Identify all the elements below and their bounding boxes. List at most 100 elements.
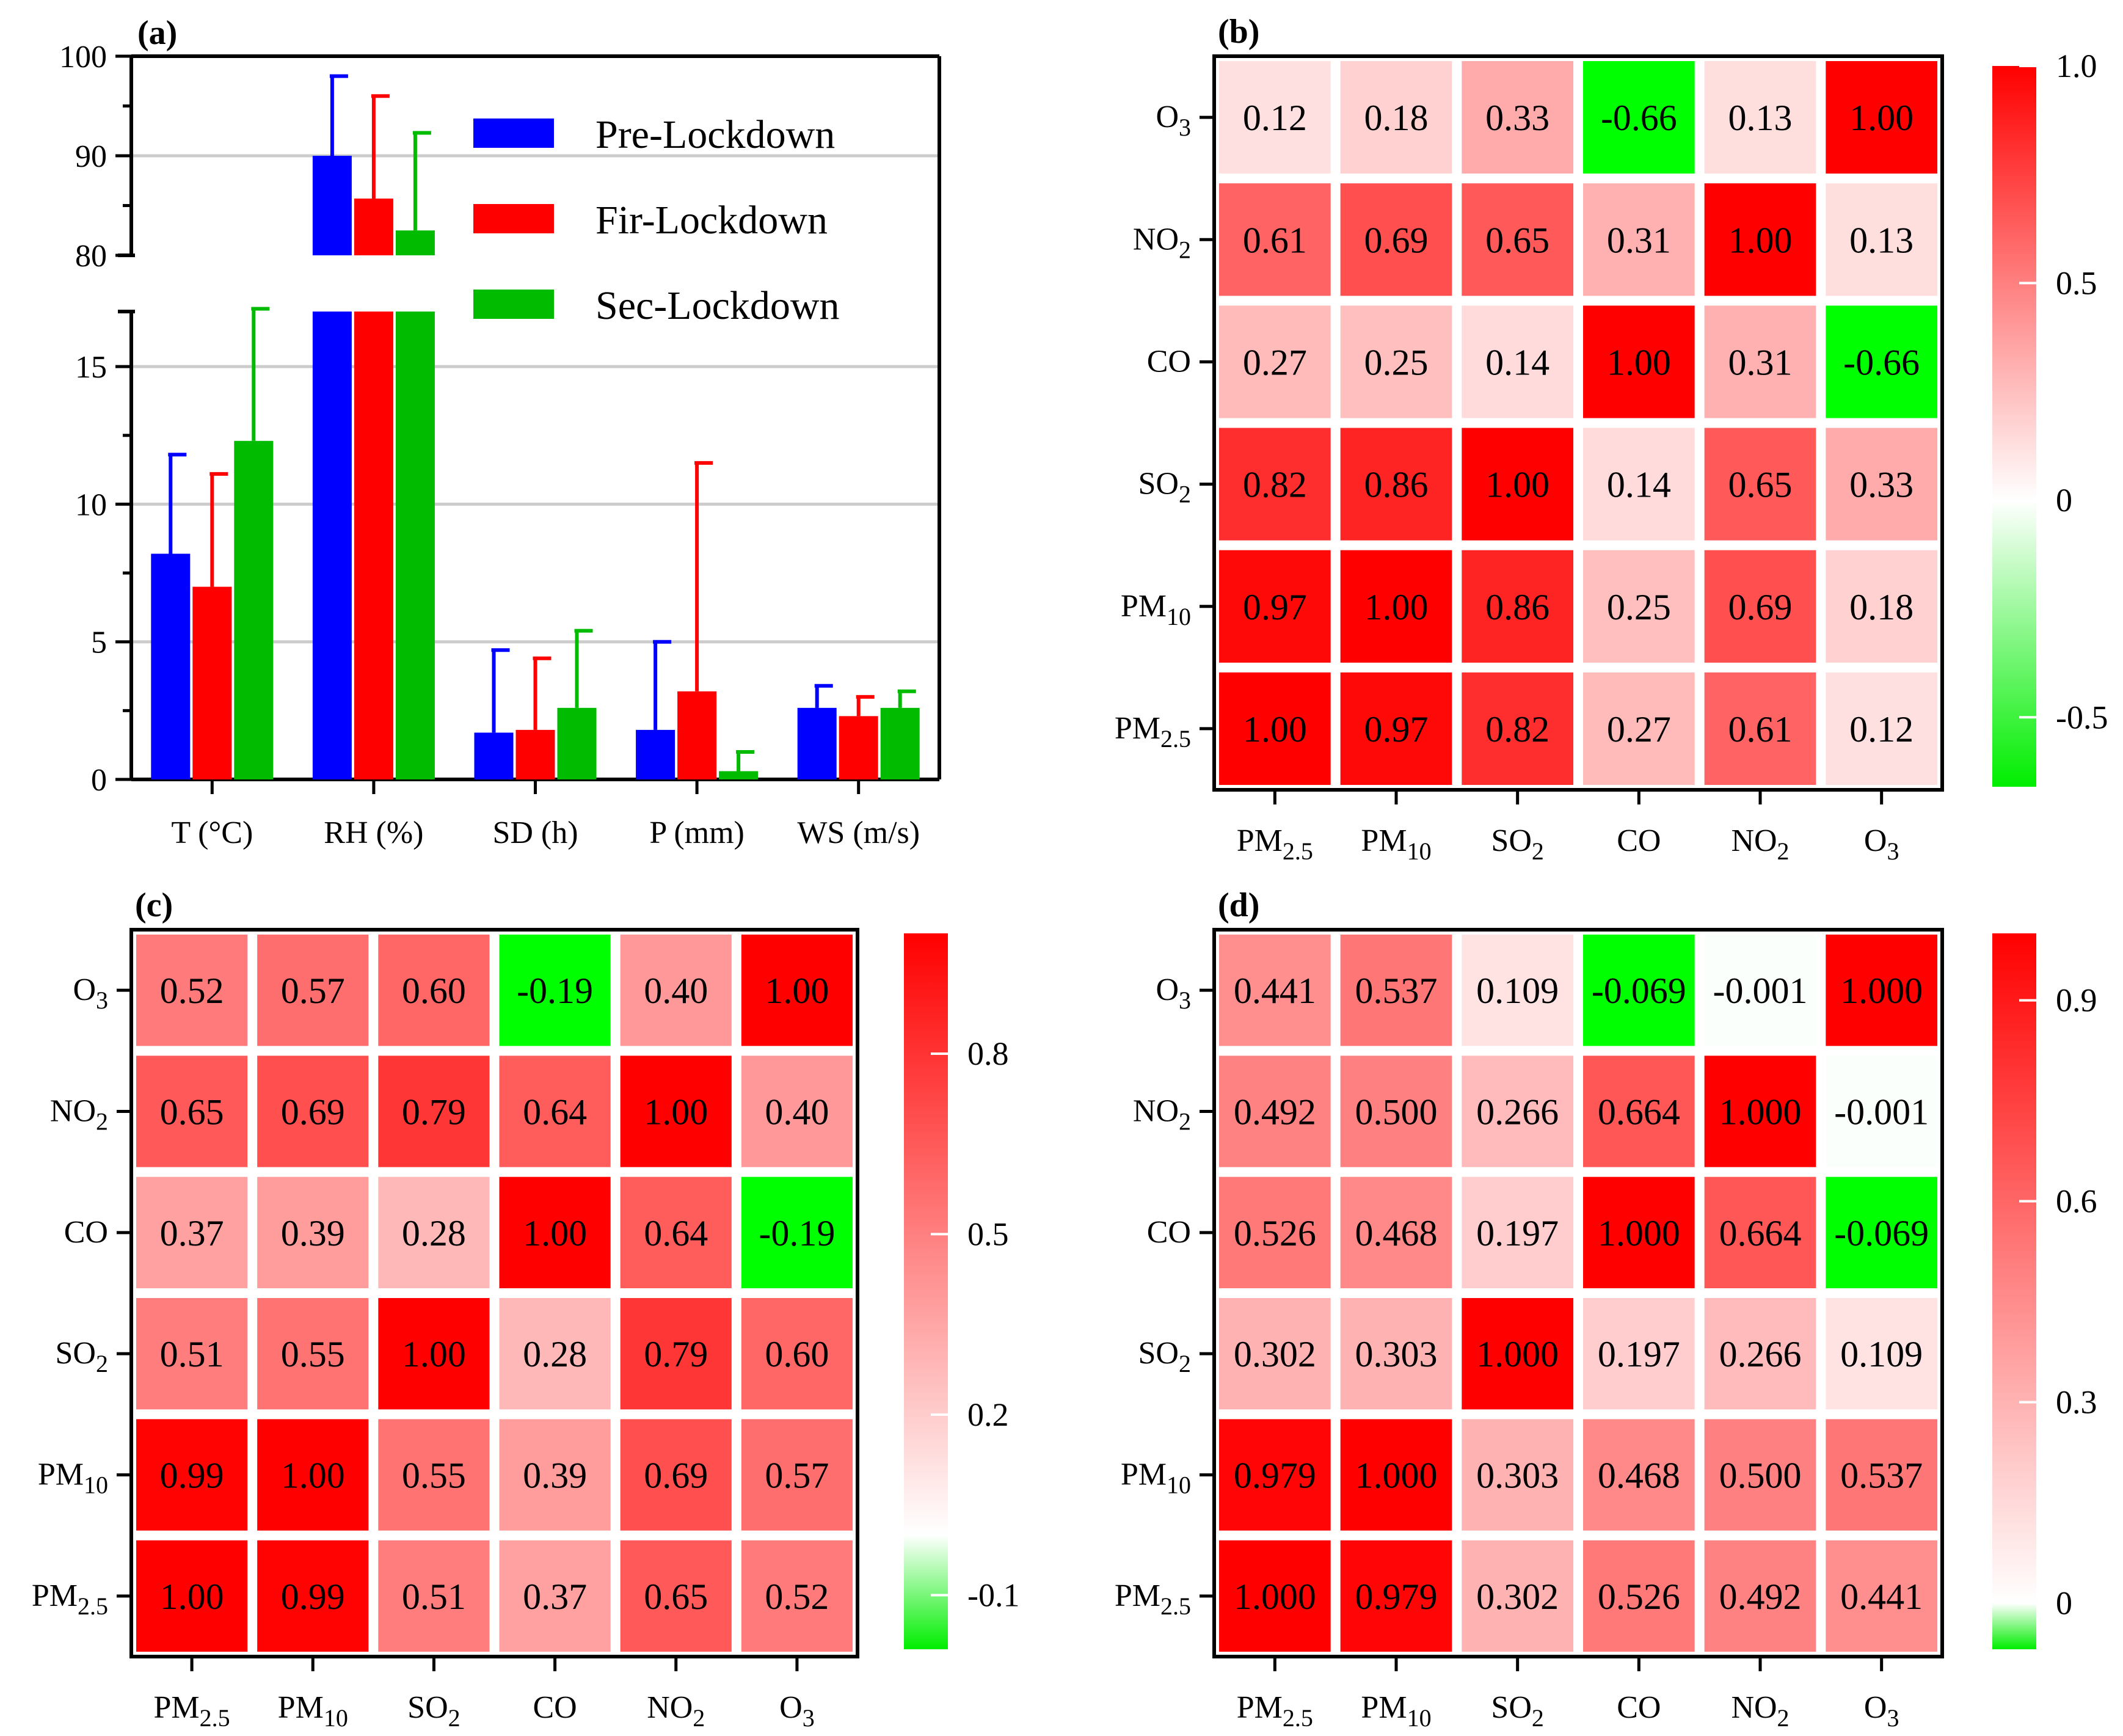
- heatmap-cell: [1826, 672, 1937, 785]
- bar-1-upper: [354, 199, 393, 255]
- y-tick-label: 15: [75, 350, 107, 385]
- heatmap-cell: [1219, 61, 1331, 174]
- panel-c: (c) 1.00 0.99 0.51 0.37 0.65 0.52 0.99 1.00 0.55 0…: [32, 886, 1020, 1732]
- cell-value: 0.65: [644, 1577, 708, 1617]
- heatmap-cell: [741, 935, 853, 1046]
- cell-value: -0.001: [1834, 1092, 1929, 1132]
- heatmap-cell: [378, 1298, 490, 1410]
- y-tick-label: 80: [75, 239, 107, 274]
- cell-value: 0.52: [160, 971, 224, 1011]
- bar-1: [354, 312, 393, 779]
- heatmap-cell: [1219, 428, 1331, 541]
- x-tick-label: T (°C): [171, 815, 253, 850]
- heatmap-cell: [499, 1540, 611, 1652]
- bar-1: [839, 716, 878, 779]
- heatmap-cell: [1462, 1056, 1573, 1167]
- colorbar-tick-label: 1.0: [2056, 48, 2097, 84]
- x-tick-label: SO2: [1491, 1690, 1543, 1732]
- cell-value: 0.492: [1234, 1092, 1316, 1132]
- heatmap-cell: [1583, 305, 1695, 418]
- bar-2: [395, 312, 435, 779]
- heatmap-cell: [1462, 1176, 1573, 1288]
- legend-label: Pre-Lockdown: [595, 112, 835, 157]
- y-tick-label: PM10: [1121, 589, 1191, 630]
- heatmap-cell: [1462, 1419, 1573, 1531]
- cell-value: 0.14: [1485, 342, 1549, 382]
- heatmap-cell: [1340, 305, 1452, 418]
- cell-value: 1.00: [1849, 98, 1914, 138]
- heatmap-cell: [1704, 428, 1816, 541]
- panel-a: (a) 0 5 10 15 80 90 100 T (°C) RH (%) SD (h) P (mm)…: [59, 14, 941, 850]
- legend-swatch: [473, 119, 554, 148]
- heatmap-cell: [741, 1540, 853, 1652]
- cell-value: 0.468: [1598, 1456, 1680, 1496]
- heatmap-cell: [1219, 183, 1331, 296]
- heatmap-cell: [499, 1419, 611, 1531]
- y-tick-label: O3: [73, 972, 108, 1014]
- panel-b: (b)1.00 0.97 0.82 0.27 0.61 0.120.97 1.00 0.86 0…: [1115, 13, 2108, 865]
- plot-frame: [1212, 54, 1944, 792]
- y-tick-label: NO2: [1133, 222, 1191, 263]
- heatmap-cell: [1462, 61, 1573, 174]
- bar-0: [636, 729, 676, 779]
- cell-value: 0.52: [765, 1577, 829, 1617]
- x-tick-label: O3: [779, 1690, 815, 1732]
- x-tick-label: SD (h): [492, 815, 578, 850]
- panel-label-d: (d): [1218, 886, 1259, 924]
- cell-value: 0.86: [1485, 587, 1549, 627]
- cell-value: 0.979: [1234, 1456, 1316, 1496]
- heatmap-cell: [1340, 1056, 1452, 1167]
- heatmap-cell: [1826, 1540, 1937, 1652]
- colorbar-tick-label: 0.9: [2056, 982, 2097, 1019]
- bar-1: [192, 586, 232, 779]
- bar-2: [880, 707, 920, 779]
- heatmap-cell: [1704, 183, 1816, 296]
- x-tick-label: PM10: [1361, 1690, 1431, 1732]
- x-tick-label: P (mm): [649, 815, 745, 850]
- cell-value: 1.000: [1476, 1334, 1559, 1374]
- heatmap-cell: [1583, 1540, 1695, 1652]
- bar-2-upper: [395, 230, 435, 255]
- heatmap-cell: [1826, 1298, 1937, 1410]
- cell-value: 0.28: [402, 1213, 466, 1253]
- heatmap-cell: [257, 1056, 369, 1167]
- cell-value: 0.302: [1476, 1577, 1559, 1617]
- cell-value: 0.51: [402, 1577, 466, 1617]
- heatmap-cell: [1219, 1540, 1331, 1652]
- cell-value: 0.55: [402, 1456, 466, 1496]
- bar-0: [312, 312, 352, 779]
- heatmap-cell: [1462, 1298, 1573, 1410]
- cell-value: 1.00: [160, 1577, 224, 1617]
- heatmap-cell: [1340, 935, 1452, 1046]
- heatmap-cell: [257, 1176, 369, 1288]
- cell-value: 1.00: [1607, 342, 1671, 382]
- heatmap-cell: [136, 1540, 248, 1652]
- cell-value: 0.441: [1234, 971, 1316, 1011]
- cell-value: 0.40: [644, 971, 708, 1011]
- cell-value: 1.00: [765, 971, 829, 1011]
- cell-value: 0.664: [1719, 1213, 1802, 1253]
- cell-value: 0.109: [1840, 1334, 1923, 1374]
- cell-value: 0.57: [765, 1456, 829, 1496]
- cell-value: 0.28: [523, 1334, 587, 1374]
- heatmap-cell: [1340, 1298, 1452, 1410]
- cell-value: 0.51: [160, 1334, 224, 1374]
- heatmap-cell: [1583, 1419, 1695, 1531]
- heatmap-cell: [378, 1540, 490, 1652]
- y-tick-label: PM2.5: [32, 1578, 108, 1620]
- cell-value: 0.18: [1364, 98, 1429, 138]
- heatmap-cell: [620, 1540, 732, 1652]
- y-tick-label: PM2.5: [1115, 1578, 1191, 1620]
- panel-d: (d) 1.000 0.979 0.302 0.526 0.492 0.441 0.979 1.…: [1115, 886, 2097, 1732]
- colorbar-tick-label: 0: [2056, 1585, 2072, 1621]
- cell-value: 0.266: [1719, 1334, 1802, 1374]
- y-tick-label: NO2: [1133, 1094, 1191, 1136]
- cell-value: 0.526: [1234, 1213, 1316, 1253]
- plot-area: [1214, 56, 1942, 790]
- heatmap-cell: [257, 935, 369, 1046]
- heatmap-cell: [257, 1419, 369, 1531]
- cell-value: 0.500: [1355, 1092, 1438, 1132]
- heatmap-cell: [1583, 1056, 1695, 1167]
- heatmap-cell: [1704, 935, 1816, 1046]
- heatmap-cell: [136, 1298, 248, 1410]
